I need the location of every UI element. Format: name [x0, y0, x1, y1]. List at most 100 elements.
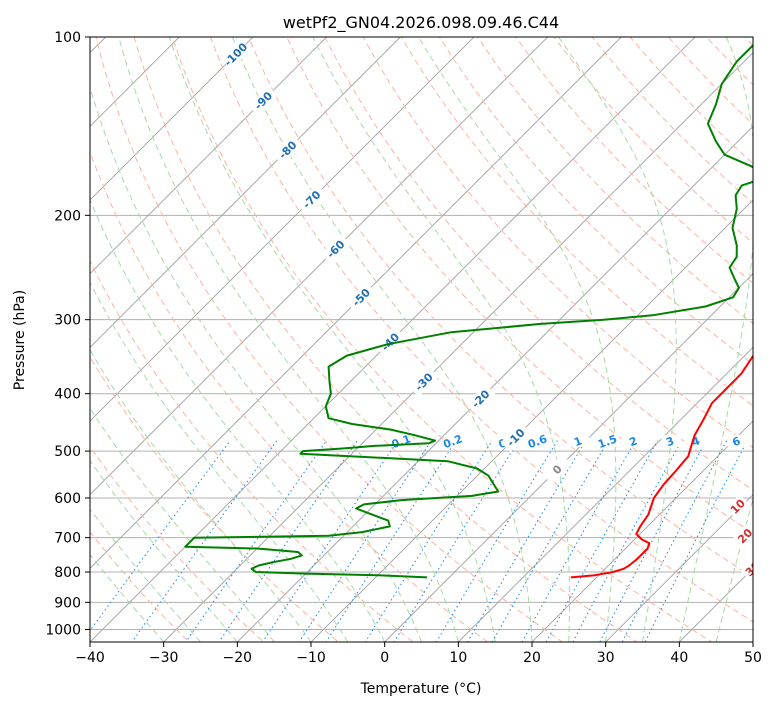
mixing-ratio-line	[393, 440, 520, 642]
moist-adiabat-line	[90, 85, 422, 642]
dry-adiabat-line	[477, 37, 753, 325]
mixing-ratio-line	[644, 440, 748, 642]
isotherm-line	[384, 273, 753, 642]
y-tick-label: 800	[54, 565, 81, 581]
isotherm-line	[236, 125, 753, 642]
dry-adiabat-line	[438, 37, 753, 366]
x-tick-label: 10	[449, 650, 467, 666]
mixing-ratio-line	[435, 440, 558, 642]
y-tick-label: 400	[54, 387, 81, 403]
isotherm-label-bg	[375, 326, 406, 357]
isotherm-line	[163, 52, 753, 642]
moist-adiabat-line	[90, 459, 238, 642]
isotherm-label-bg	[272, 134, 303, 165]
dry-adiabat-line	[324, 37, 753, 491]
moist-adiabat-line	[90, 508, 201, 642]
x-tick-label: −10	[296, 650, 326, 666]
moist-adiabat-line	[90, 281, 349, 642]
y-tick-label: 200	[54, 208, 81, 224]
dry-adiabat-line	[171, 37, 713, 642]
plot-area: 0.10.20.40.611.52346810131620253036-100-…	[90, 37, 763, 642]
y-axis-label: Pressure (hPa)	[12, 290, 28, 390]
x-tick-label: 0	[380, 650, 389, 666]
dry-adiabat-line	[362, 37, 753, 449]
moist-adiabat-line	[557, 37, 677, 642]
moist-adiabat-label: 30	[743, 559, 763, 579]
x-tick-label: −40	[75, 650, 105, 666]
moist-adiabat-line	[90, 198, 386, 642]
y-tick-label: 900	[54, 595, 81, 611]
axis-ticks: −40 −30 −20 −10 0 10 20 30 40 5010020030040050060…	[45, 30, 762, 666]
mixing-ratio-label-bg	[528, 435, 549, 448]
isotherm-label-bg	[542, 454, 573, 485]
mixing-ratio-line	[545, 440, 659, 642]
mixing-ratio-label: 4	[690, 434, 702, 449]
y-tick-label: 500	[54, 444, 81, 460]
isotherm-line	[90, 37, 328, 275]
moist-adiabat-line	[90, 407, 275, 642]
moist-adiabat-label-bg	[732, 523, 753, 548]
dewpoint-line	[184, 43, 753, 579]
y-tick-label: 1000	[45, 622, 81, 638]
mixing-ratio-line	[185, 440, 328, 642]
mixing-ratio-line	[621, 440, 728, 642]
dry-adiabat-line	[667, 37, 753, 125]
mixing-ratio-line	[599, 440, 707, 642]
mixing-ratio-label: 0.2	[441, 432, 464, 451]
y-tick-label: 100	[54, 30, 81, 46]
chart-title: wetPf2_GN04.2026.098.09.46.C44	[283, 13, 559, 33]
isotherm-line	[90, 37, 180, 127]
moist-adiabat-line	[417, 37, 617, 642]
mixing-ratio-label: 3	[664, 434, 676, 449]
mixing-ratio-label: 1.5	[596, 432, 619, 451]
isotherm-label-bg	[220, 39, 251, 70]
moist-adiabat-line	[231, 37, 533, 642]
x-tick-label: 20	[523, 650, 541, 666]
isotherm-label-bg	[320, 234, 351, 264]
y-tick-label: 700	[54, 531, 81, 547]
mixing-ratio-line	[90, 440, 231, 632]
mixing-ratio-line	[325, 440, 457, 642]
mixing-ratio-label-bg	[624, 435, 645, 448]
dry-adiabat-line	[629, 37, 753, 165]
isotherm-line	[310, 199, 753, 642]
x-tick-label: 50	[744, 650, 762, 666]
isotherm-label-bg	[465, 383, 496, 414]
mixing-ratio-label: 6	[731, 434, 743, 449]
isotherm-line	[457, 346, 753, 642]
isotherm-line	[90, 37, 254, 201]
y-tick-label: 300	[54, 313, 81, 329]
moist-adiabat-line	[715, 497, 753, 642]
dry-adiabat-line	[248, 37, 753, 578]
x-tick-label: 40	[670, 650, 688, 666]
background-lines	[90, 37, 753, 642]
mixing-ratio-label: 2	[627, 434, 639, 449]
dry-adiabat-line	[133, 37, 638, 642]
isotherm-label-bg	[296, 184, 327, 215]
isotherm-line	[90, 37, 622, 569]
x-tick-label: −20	[223, 650, 253, 666]
isotherm-label-bg	[408, 366, 439, 397]
mixing-ratio-line	[298, 440, 432, 642]
sounding-profiles	[184, 43, 753, 579]
moist-adiabat-line	[90, 349, 312, 642]
mixing-ratio-label: 0.6	[526, 432, 549, 451]
isotherm-line	[90, 37, 475, 422]
mixing-ratio-label-bg	[727, 435, 748, 448]
x-axis-label: Temperature (°C)	[360, 681, 482, 697]
mixing-ratio-label: 1	[572, 434, 584, 449]
dry-adiabat-line	[95, 37, 564, 642]
isotherm-line	[605, 494, 753, 642]
dry-adiabat-line	[90, 150, 489, 642]
isotherm-label-bg	[346, 282, 376, 313]
dry-adiabat-line	[90, 445, 265, 642]
moist-adiabat-line	[168, 37, 496, 642]
mixing-ratio-line	[131, 440, 278, 642]
x-tick-label: 30	[597, 650, 615, 666]
moist-adiabat-line	[312, 37, 570, 642]
temperature-line	[570, 354, 753, 579]
mixing-ratio-label-bg	[569, 435, 590, 448]
mixing-ratio-label-bg	[661, 435, 682, 448]
mixing-ratio-line	[572, 440, 683, 642]
